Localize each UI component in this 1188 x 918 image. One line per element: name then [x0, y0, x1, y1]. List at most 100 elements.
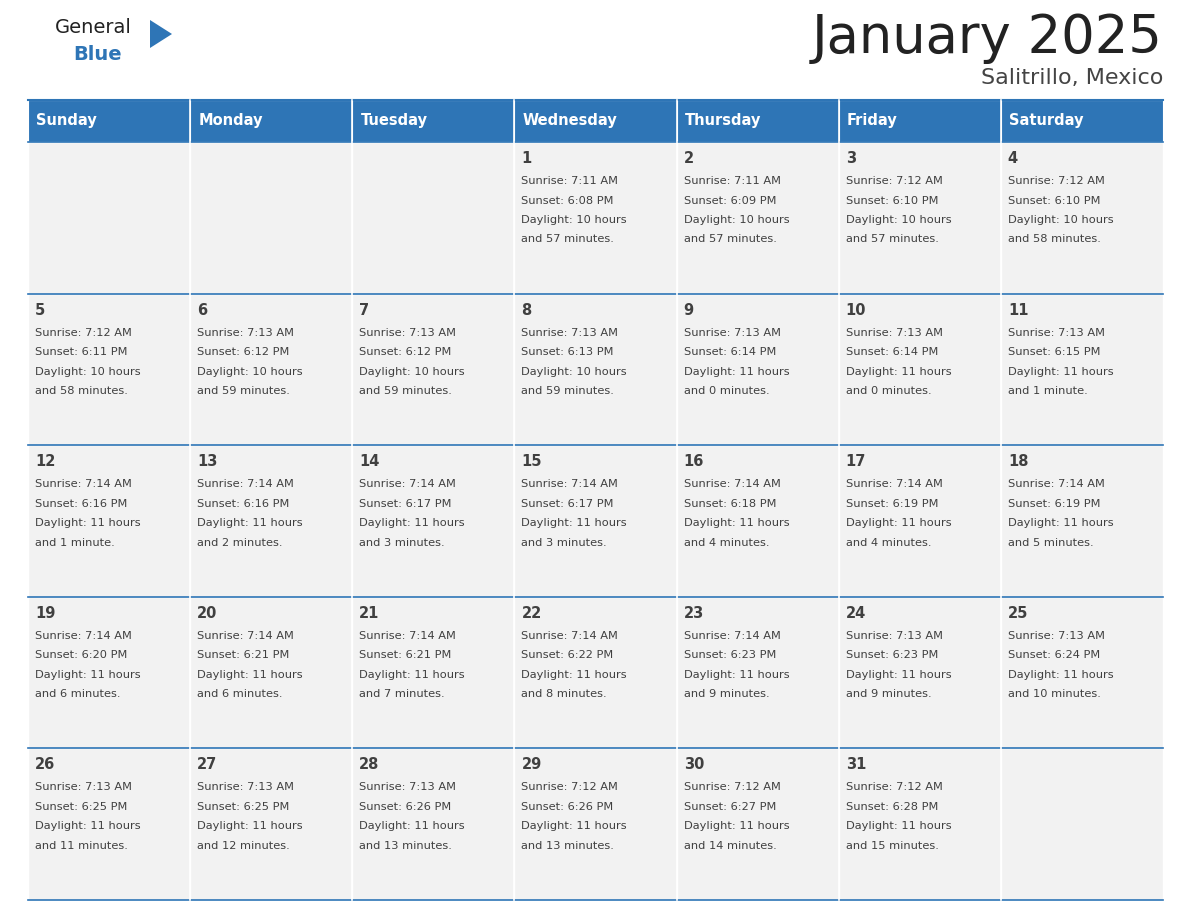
Text: Sunset: 6:20 PM: Sunset: 6:20 PM: [34, 650, 127, 660]
Text: Daylight: 11 hours: Daylight: 11 hours: [522, 518, 627, 528]
Bar: [1000, 445, 1163, 597]
Bar: [677, 142, 839, 294]
Text: and 0 minutes.: and 0 minutes.: [683, 386, 769, 396]
Text: and 12 minutes.: and 12 minutes.: [197, 841, 290, 851]
Polygon shape: [150, 20, 172, 48]
Text: Sunset: 6:16 PM: Sunset: 6:16 PM: [197, 498, 290, 509]
Text: Sunrise: 7:12 AM: Sunrise: 7:12 AM: [846, 176, 942, 186]
Text: Sunset: 6:27 PM: Sunset: 6:27 PM: [683, 802, 776, 812]
Text: Sunrise: 7:12 AM: Sunrise: 7:12 AM: [522, 782, 618, 792]
Text: and 14 minutes.: and 14 minutes.: [683, 841, 776, 851]
Text: and 2 minutes.: and 2 minutes.: [197, 538, 283, 548]
Text: Sunset: 6:13 PM: Sunset: 6:13 PM: [522, 347, 614, 357]
Bar: [677, 100, 839, 142]
Bar: [677, 748, 839, 900]
Text: 7: 7: [359, 303, 369, 318]
Text: Sunrise: 7:14 AM: Sunrise: 7:14 AM: [683, 631, 781, 641]
Text: Daylight: 11 hours: Daylight: 11 hours: [34, 822, 140, 832]
Text: and 4 minutes.: and 4 minutes.: [683, 538, 769, 548]
Text: Sunset: 6:19 PM: Sunset: 6:19 PM: [1007, 498, 1100, 509]
Text: Daylight: 10 hours: Daylight: 10 hours: [359, 366, 465, 376]
Text: 3: 3: [846, 151, 855, 166]
Text: 19: 19: [34, 606, 56, 621]
Text: Sunset: 6:14 PM: Sunset: 6:14 PM: [683, 347, 776, 357]
Text: Daylight: 11 hours: Daylight: 11 hours: [683, 670, 789, 680]
Bar: [514, 445, 677, 597]
Bar: [1000, 142, 1163, 294]
Bar: [29, 294, 190, 445]
Text: and 57 minutes.: and 57 minutes.: [846, 234, 939, 244]
Text: Daylight: 11 hours: Daylight: 11 hours: [846, 518, 952, 528]
Text: 25: 25: [1007, 606, 1029, 621]
Text: Sunrise: 7:13 AM: Sunrise: 7:13 AM: [846, 631, 943, 641]
Bar: [190, 142, 353, 294]
Text: Daylight: 11 hours: Daylight: 11 hours: [1007, 670, 1113, 680]
Bar: [514, 294, 677, 445]
Text: 2: 2: [683, 151, 694, 166]
Text: and 9 minutes.: and 9 minutes.: [846, 689, 931, 700]
Text: Sunset: 6:25 PM: Sunset: 6:25 PM: [34, 802, 127, 812]
Text: and 59 minutes.: and 59 minutes.: [359, 386, 453, 396]
Text: Sunset: 6:15 PM: Sunset: 6:15 PM: [1007, 347, 1100, 357]
Text: 13: 13: [197, 454, 217, 469]
Text: and 10 minutes.: and 10 minutes.: [1007, 689, 1101, 700]
Bar: [353, 294, 514, 445]
Text: 15: 15: [522, 454, 542, 469]
Bar: [839, 445, 1000, 597]
Text: Sunrise: 7:11 AM: Sunrise: 7:11 AM: [683, 176, 781, 186]
Bar: [839, 597, 1000, 748]
Text: and 4 minutes.: and 4 minutes.: [846, 538, 931, 548]
Text: and 13 minutes.: and 13 minutes.: [359, 841, 453, 851]
Bar: [29, 142, 190, 294]
Text: Sunrise: 7:13 AM: Sunrise: 7:13 AM: [1007, 328, 1105, 338]
Text: Sunset: 6:17 PM: Sunset: 6:17 PM: [522, 498, 614, 509]
Text: Salitrillo, Mexico: Salitrillo, Mexico: [980, 68, 1163, 88]
Bar: [514, 142, 677, 294]
Text: 14: 14: [359, 454, 380, 469]
Text: Sunrise: 7:13 AM: Sunrise: 7:13 AM: [197, 782, 295, 792]
Bar: [353, 100, 514, 142]
Text: Blue: Blue: [72, 45, 121, 64]
Text: 9: 9: [683, 303, 694, 318]
Text: 5: 5: [34, 303, 45, 318]
Text: Sunset: 6:09 PM: Sunset: 6:09 PM: [683, 196, 776, 206]
Text: Sunset: 6:21 PM: Sunset: 6:21 PM: [197, 650, 290, 660]
Text: Sunset: 6:28 PM: Sunset: 6:28 PM: [846, 802, 939, 812]
Text: Sunrise: 7:12 AM: Sunrise: 7:12 AM: [846, 782, 942, 792]
Text: 23: 23: [683, 606, 703, 621]
Text: Sunset: 6:21 PM: Sunset: 6:21 PM: [359, 650, 451, 660]
Text: Sunset: 6:12 PM: Sunset: 6:12 PM: [197, 347, 290, 357]
Text: and 8 minutes.: and 8 minutes.: [522, 689, 607, 700]
Text: Sunrise: 7:14 AM: Sunrise: 7:14 AM: [359, 479, 456, 489]
Text: and 59 minutes.: and 59 minutes.: [197, 386, 290, 396]
Text: and 57 minutes.: and 57 minutes.: [683, 234, 777, 244]
Text: Sunset: 6:16 PM: Sunset: 6:16 PM: [34, 498, 127, 509]
Text: and 7 minutes.: and 7 minutes.: [359, 689, 446, 700]
Text: 28: 28: [359, 757, 380, 772]
Text: Sunrise: 7:13 AM: Sunrise: 7:13 AM: [197, 328, 295, 338]
Text: and 3 minutes.: and 3 minutes.: [522, 538, 607, 548]
Text: Sunrise: 7:14 AM: Sunrise: 7:14 AM: [197, 479, 293, 489]
Text: Sunrise: 7:14 AM: Sunrise: 7:14 AM: [34, 479, 132, 489]
Text: Daylight: 11 hours: Daylight: 11 hours: [683, 366, 789, 376]
Text: Daylight: 11 hours: Daylight: 11 hours: [359, 518, 465, 528]
Text: 29: 29: [522, 757, 542, 772]
Bar: [514, 597, 677, 748]
Bar: [1000, 748, 1163, 900]
Bar: [677, 445, 839, 597]
Bar: [353, 445, 514, 597]
Text: Sunset: 6:10 PM: Sunset: 6:10 PM: [1007, 196, 1100, 206]
Text: 10: 10: [846, 303, 866, 318]
Text: and 0 minutes.: and 0 minutes.: [846, 386, 931, 396]
Text: and 1 minute.: and 1 minute.: [34, 538, 115, 548]
Text: Daylight: 11 hours: Daylight: 11 hours: [1007, 518, 1113, 528]
Text: Sunset: 6:11 PM: Sunset: 6:11 PM: [34, 347, 127, 357]
Text: Sunday: Sunday: [36, 114, 97, 129]
Text: 12: 12: [34, 454, 56, 469]
Bar: [839, 142, 1000, 294]
Text: Sunrise: 7:13 AM: Sunrise: 7:13 AM: [359, 782, 456, 792]
Text: 6: 6: [197, 303, 207, 318]
Text: Sunrise: 7:14 AM: Sunrise: 7:14 AM: [522, 631, 618, 641]
Text: Sunset: 6:08 PM: Sunset: 6:08 PM: [522, 196, 614, 206]
Text: 18: 18: [1007, 454, 1029, 469]
